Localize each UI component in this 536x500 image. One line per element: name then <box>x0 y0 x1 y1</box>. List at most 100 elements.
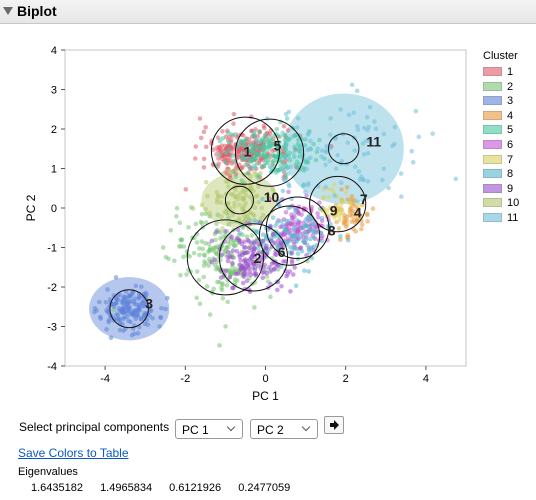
data-point <box>299 212 304 217</box>
data-point <box>217 343 222 348</box>
data-point <box>356 169 362 174</box>
data-point <box>200 246 206 252</box>
data-point <box>323 150 329 155</box>
data-point <box>337 217 342 223</box>
biplot-header[interactable]: Biplot <box>0 0 536 24</box>
data-point <box>97 299 102 305</box>
data-point <box>241 218 247 224</box>
cluster-label: 5 <box>274 137 282 153</box>
cluster-circle-7 <box>309 175 367 233</box>
legend-title: Cluster <box>483 50 518 62</box>
data-point <box>338 234 343 239</box>
x-tick-label: 2 <box>343 373 349 385</box>
data-point <box>327 213 332 219</box>
y-axis-label: PC 2 <box>24 194 38 221</box>
data-point <box>286 153 292 159</box>
data-point <box>410 160 416 165</box>
data-point <box>340 211 346 216</box>
data-point <box>209 238 215 244</box>
data-point <box>305 242 310 248</box>
data-point <box>338 107 343 112</box>
data-point <box>204 284 210 289</box>
data-point <box>246 226 251 231</box>
data-point <box>224 282 230 288</box>
data-point <box>359 218 364 224</box>
data-point <box>289 238 294 243</box>
cluster-label: 11 <box>366 134 381 150</box>
data-point <box>225 278 231 283</box>
data-point <box>303 189 308 195</box>
data-point <box>338 180 344 186</box>
data-point <box>323 162 328 168</box>
data-point <box>239 205 245 211</box>
data-point <box>257 129 262 135</box>
data-point <box>264 251 269 256</box>
data-point <box>242 257 248 262</box>
data-point <box>283 209 289 215</box>
data-point <box>260 275 266 281</box>
data-point <box>311 222 316 228</box>
data-point <box>294 125 300 130</box>
data-point <box>255 193 260 199</box>
data-point <box>289 250 295 256</box>
data-point <box>289 233 294 239</box>
data-point <box>234 248 240 254</box>
data-point <box>163 254 169 260</box>
data-point <box>364 114 370 120</box>
save-colors-link[interactable]: Save Colors to Table <box>18 446 129 460</box>
data-point <box>217 152 223 158</box>
data-point <box>220 296 226 301</box>
data-point <box>207 214 213 219</box>
data-point <box>373 126 379 132</box>
pc-x-dropdown[interactable]: PC 1 <box>175 419 243 439</box>
data-point <box>231 111 237 117</box>
disclosure-triangle-icon[interactable] <box>3 7 13 15</box>
cluster-circle-5 <box>234 118 305 187</box>
data-point <box>317 137 322 143</box>
data-point <box>290 272 296 277</box>
data-point <box>313 157 319 163</box>
data-point <box>225 249 231 255</box>
data-point <box>319 215 325 221</box>
data-point <box>216 156 221 161</box>
data-point <box>308 138 313 144</box>
data-point <box>261 154 267 159</box>
data-point <box>219 214 224 219</box>
data-point <box>168 227 174 233</box>
data-point <box>199 211 205 217</box>
data-point <box>338 237 343 243</box>
data-point <box>305 132 311 137</box>
data-point <box>165 295 170 301</box>
data-point <box>147 313 152 318</box>
data-point <box>194 295 200 301</box>
data-point <box>327 132 333 137</box>
data-point <box>130 310 136 316</box>
data-point <box>243 144 249 149</box>
legend-label: 6 <box>507 139 514 151</box>
data-point <box>283 142 289 148</box>
data-point <box>220 129 225 134</box>
data-point <box>260 270 266 275</box>
data-point <box>218 230 223 235</box>
data-point <box>300 183 306 189</box>
data-point <box>292 154 297 160</box>
data-point <box>217 138 223 144</box>
data-point <box>256 246 261 252</box>
data-point <box>262 125 267 131</box>
data-point <box>201 129 207 135</box>
data-point <box>295 137 301 143</box>
chevron-down-icon <box>301 422 311 432</box>
next-components-button[interactable] <box>324 416 344 434</box>
legend-swatch <box>483 154 502 164</box>
data-point <box>251 133 256 138</box>
data-point <box>293 210 298 216</box>
data-point <box>288 222 294 227</box>
data-point <box>291 150 296 156</box>
data-point <box>302 143 308 148</box>
data-point <box>357 203 362 208</box>
data-point <box>269 244 275 249</box>
data-point <box>338 205 344 211</box>
pc-y-dropdown[interactable]: PC 2 <box>250 419 318 439</box>
data-point <box>255 263 261 269</box>
